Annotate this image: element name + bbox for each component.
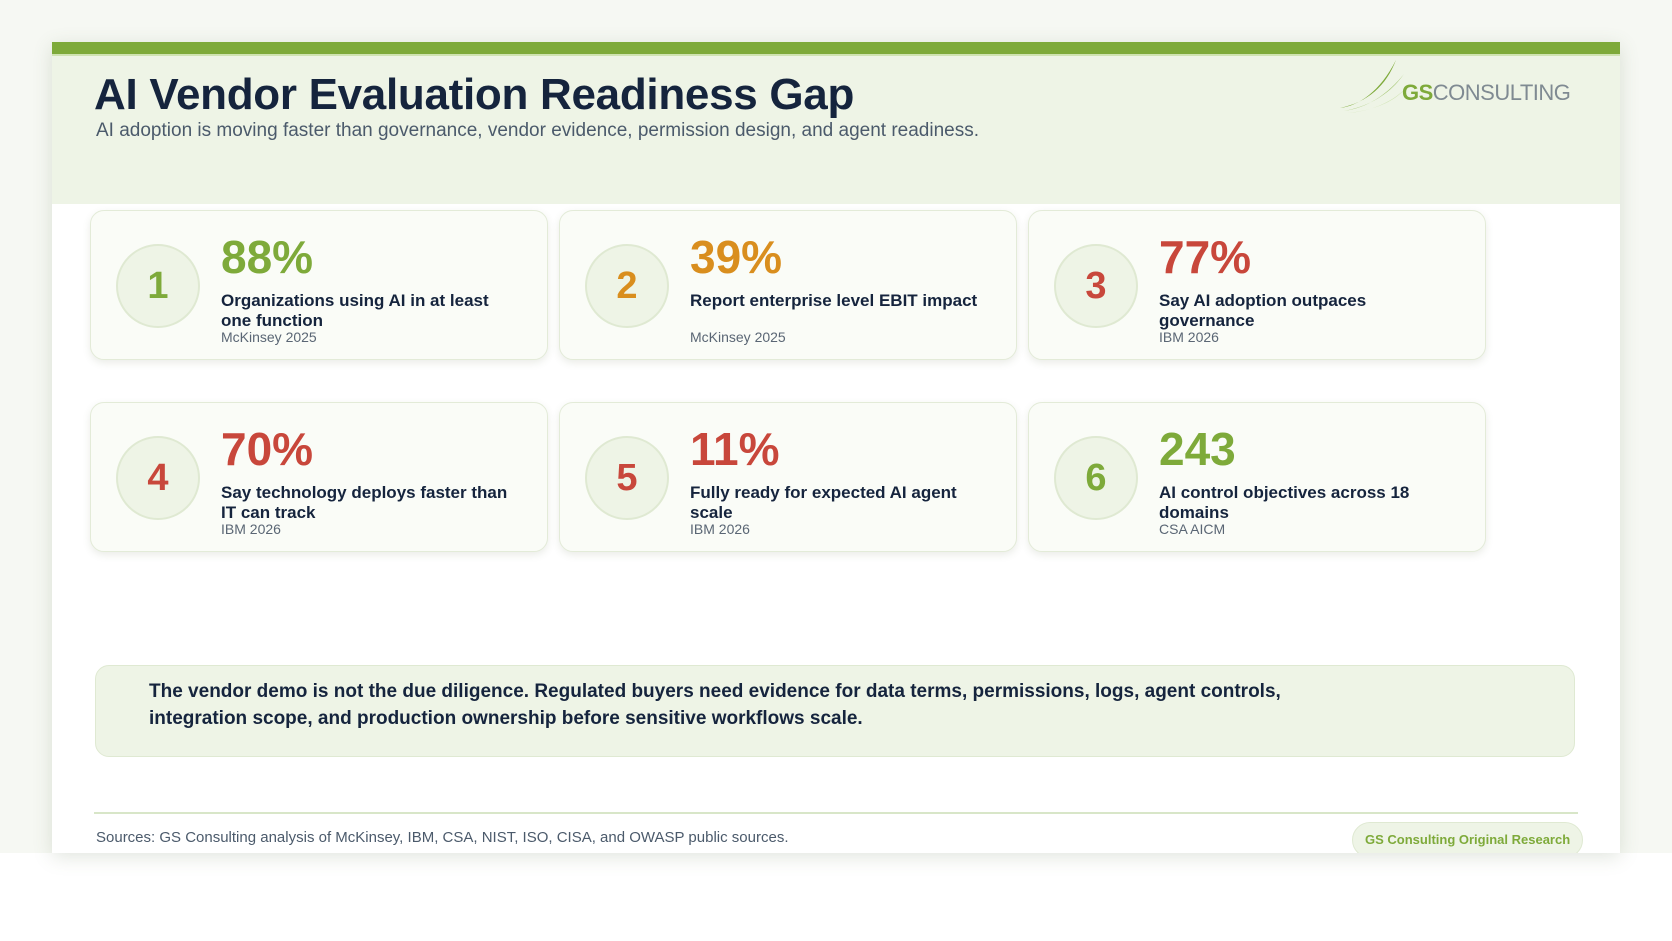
card-number-badge: 3 — [1054, 244, 1138, 328]
research-badge: GS Consulting Original Research — [1352, 822, 1584, 853]
card-stat-value: 39% — [690, 231, 783, 283]
swoosh-icon — [1340, 60, 1406, 113]
card-source: IBM 2026 — [690, 521, 750, 537]
page-title: AI Vendor Evaluation Readiness Gap — [94, 70, 855, 119]
stat-card: 5 11% Fully ready for expected AI agent sc… — [559, 402, 1017, 552]
card-source: CSA AICM — [1159, 521, 1226, 537]
card-stat-value: 77% — [1159, 231, 1252, 283]
page-subtitle: AI adoption is moving faster than govern… — [96, 120, 979, 141]
card-stat-value: 88% — [221, 231, 314, 283]
card-label: Say AI adoption outpaces governance — [1159, 291, 1367, 330]
footer-sources: Sources: GS Consulting analysis of McKin… — [96, 829, 789, 846]
card-number-badge: 2 — [585, 244, 669, 328]
stat-card: 6 243 AI control objectives across 18 doma… — [1028, 402, 1486, 552]
card-label: Fully ready for expected AI agent scale — [690, 483, 957, 522]
card-source: IBM 2026 — [221, 521, 281, 537]
header-band: AI Vendor Evaluation Readiness Gap AI ad… — [52, 56, 1620, 204]
logo-wordmark: GSCONSULTING — [1402, 80, 1571, 106]
stat-card: 3 77% Say AI adoption outpaces governance I… — [1028, 210, 1486, 360]
card-label: Report enterprise level EBIT impact — [690, 291, 978, 310]
card-source: IBM 2026 — [1159, 329, 1219, 345]
stat-card: 2 39% Report enterprise level EBIT impact M… — [559, 210, 1017, 360]
card-label: Say technology deploys faster than IT ca… — [221, 483, 508, 522]
stat-card: 1 88% Organizations using AI in at least o… — [90, 210, 548, 360]
slide: AI Vendor Evaluation Readiness Gap AI ad… — [52, 42, 1620, 853]
card-number-badge: 4 — [116, 436, 200, 520]
card-number-badge: 5 — [585, 436, 669, 520]
card-number-badge: 1 — [116, 244, 200, 328]
card-source: McKinsey 2025 — [221, 329, 317, 345]
stat-card: 4 70% Say technology deploys faster than I… — [90, 402, 548, 552]
logo-suffix: CONSULTING — [1432, 80, 1571, 105]
top-accent-bar — [52, 42, 1620, 54]
callout-text: The vendor demo is not the due diligence… — [149, 681, 1281, 729]
card-source: McKinsey 2025 — [690, 329, 786, 345]
card-stat-value: 11% — [690, 423, 780, 475]
callout-box: The vendor demo is not the due diligence… — [95, 665, 1575, 757]
card-number-badge: 6 — [1054, 436, 1138, 520]
card-label: AI control objectives across 18 domains — [1159, 483, 1410, 522]
card-label: Organizations using AI in at least one f… — [221, 291, 489, 330]
card-stat-value: 70% — [221, 423, 314, 475]
card-stat-value: 243 — [1159, 423, 1236, 475]
logo-prefix: GS — [1402, 80, 1433, 105]
top-accent-line — [52, 54, 1620, 56]
footer-divider — [94, 812, 1578, 814]
gs-consulting-logo: GSCONSULTING — [1338, 56, 1578, 114]
